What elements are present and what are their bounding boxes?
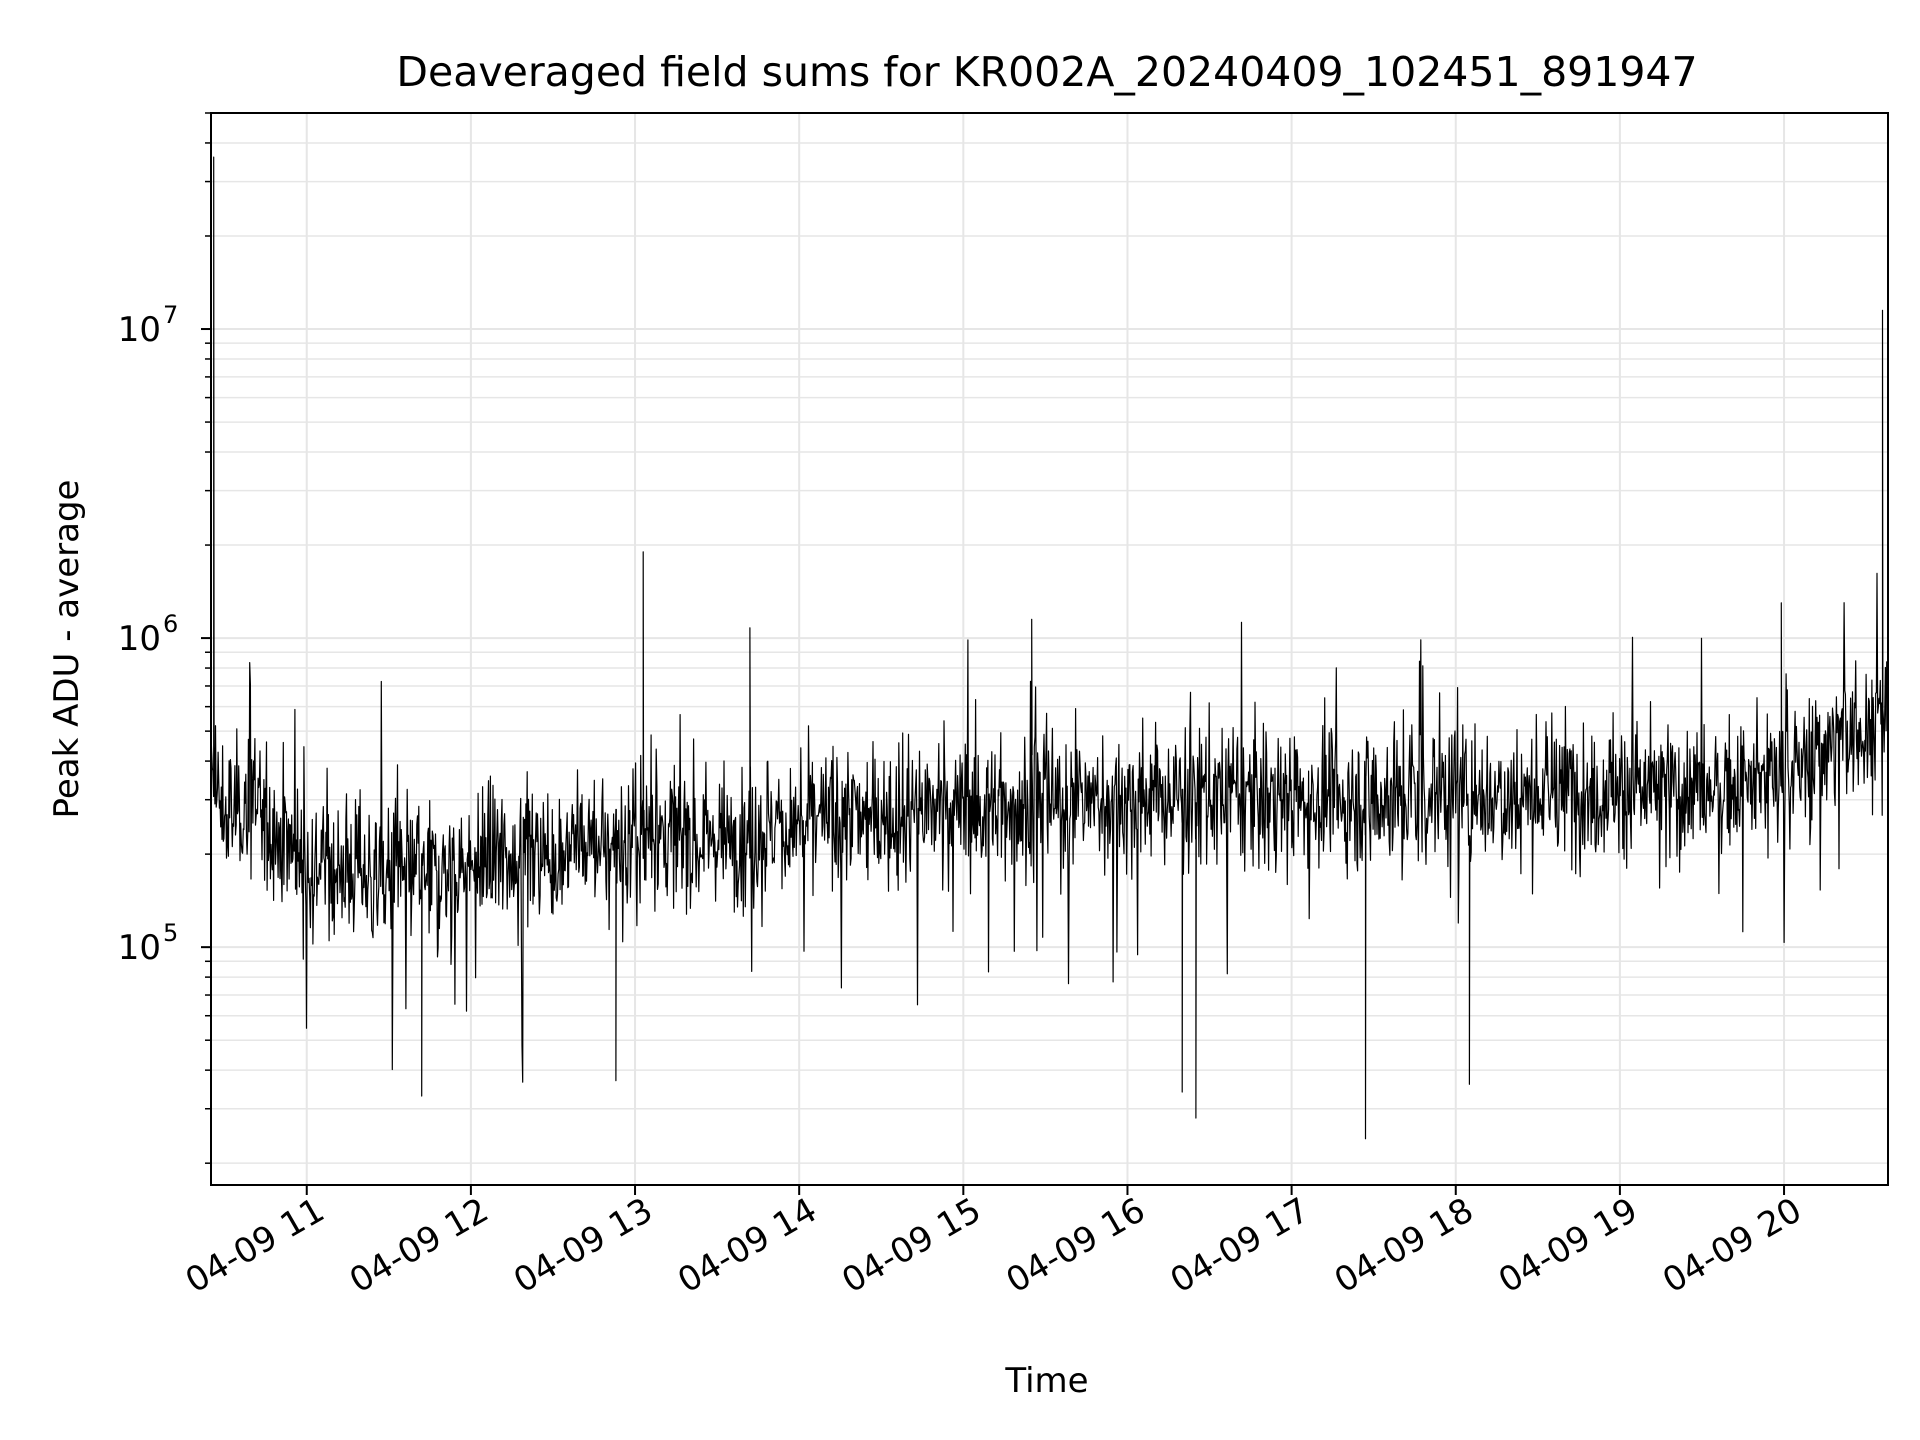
y-axis-label: Peak ADU - average: [47, 480, 87, 819]
y-tick-label: 10 6: [118, 610, 179, 659]
y-tick-exponent: 5: [163, 919, 178, 947]
series-line: [210, 156, 1889, 1140]
x-tick-label: 04-09 11: [179, 1190, 331, 1301]
y-tick-label: 10 5: [118, 919, 179, 968]
x-tick-label: 04-09 15: [835, 1190, 987, 1301]
y-tick-label: 10 7: [118, 301, 179, 350]
x-tick-label: 04-09 19: [1492, 1190, 1644, 1301]
y-tick-exponent: 7: [163, 301, 178, 329]
x-axis: 04-09 11 04-09 12 04-09 13 04-09 14 04-09 15…: [179, 1185, 1809, 1301]
chart-title: Deaveraged field sums for KR002A_2024040…: [396, 48, 1697, 96]
series-path: [210, 156, 1889, 1140]
grid: [211, 112, 1888, 1185]
x-tick-label: 04-09 12: [343, 1190, 495, 1301]
y-tick-base: 10: [118, 619, 161, 659]
y-tick-exponent: 6: [163, 610, 178, 638]
y-tick-base: 10: [118, 310, 161, 350]
y-tick-base: 10: [118, 928, 161, 968]
plot-frame: [210, 112, 1889, 1186]
x-tick-label: 04-09 14: [671, 1190, 823, 1301]
x-tick-label: 04-09 16: [1000, 1190, 1152, 1301]
x-tick-label: 04-09 18: [1328, 1190, 1480, 1301]
x-tick-label: 04-09 13: [507, 1190, 659, 1301]
x-tick-label: 04-09 20: [1656, 1190, 1808, 1301]
x-tick-label: 04-09 17: [1164, 1190, 1316, 1301]
x-axis-label: Time: [1004, 1361, 1088, 1401]
